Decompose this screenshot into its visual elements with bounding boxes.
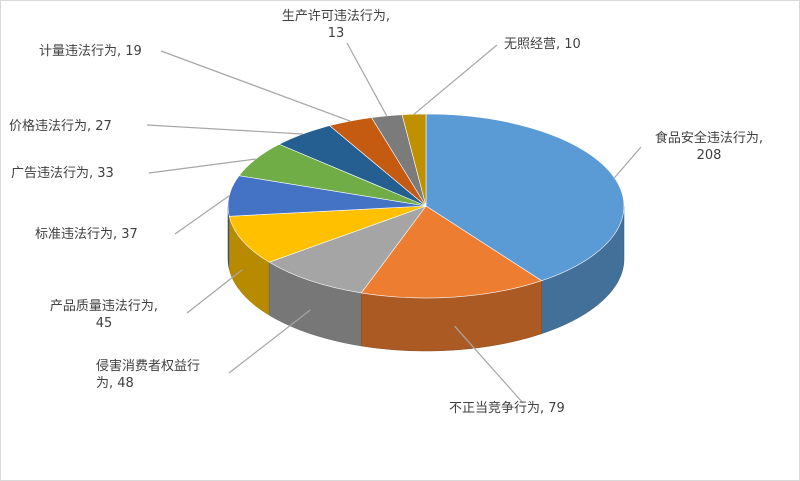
leader-line-2 xyxy=(228,309,311,374)
data-label-unlicensed: 无照经营, 10 xyxy=(504,37,581,52)
data-label-unfair-competition: 不正当竞争行为, 79 xyxy=(449,401,565,416)
leader-line-6 xyxy=(146,124,303,135)
leader-line-7 xyxy=(160,50,351,122)
data-label-advertising: 广告违法行为, 33 xyxy=(11,166,114,181)
pie-slice-0 xyxy=(425,113,625,282)
leader-lines xyxy=(146,42,642,404)
leader-line-4 xyxy=(174,195,230,235)
leader-line-9 xyxy=(413,44,498,115)
pie-top xyxy=(227,113,625,299)
data-label-pricing: 价格违法行为, 27 xyxy=(9,119,112,134)
data-label-consumer-rights: 侵害消费者权益行 为, 48 xyxy=(96,359,201,391)
data-label-food-safety: 食品安全违法行为, 208 xyxy=(654,131,764,163)
data-label-production-license: 生产许可违法行为, 13 xyxy=(281,9,391,41)
pie-sides xyxy=(227,205,625,352)
leader-line-8 xyxy=(346,42,388,117)
data-label-product-quality: 产品质量违法行为, 45 xyxy=(49,299,159,331)
leader-line-5 xyxy=(148,158,256,174)
data-label-standards: 标准违法行为, 37 xyxy=(35,227,138,242)
pie-slice-3 xyxy=(228,205,427,263)
pie-slice-2 xyxy=(268,205,427,294)
leader-line-0 xyxy=(614,146,642,179)
data-label-metrology: 计量违法行为, 19 xyxy=(39,44,142,59)
leader-line-1 xyxy=(454,325,524,404)
pie-slice-1 xyxy=(360,205,543,299)
leader-line-3 xyxy=(186,269,243,314)
